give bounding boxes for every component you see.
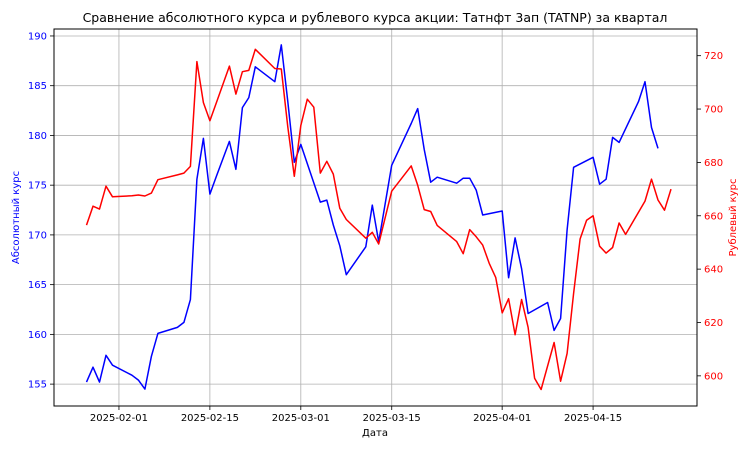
series-layer <box>85 44 672 391</box>
plot-frame <box>53 28 698 407</box>
grid-layer <box>54 29 697 406</box>
y-right-tick-label: 640 <box>704 265 723 276</box>
chart-title: Сравнение абсолютного курса и рублевого … <box>83 10 668 25</box>
y-right-tick-label: 620 <box>704 318 723 329</box>
x-axis-label: Дата <box>362 428 388 439</box>
y-right-tick-label: 680 <box>704 158 723 169</box>
y-right-tick-label: 720 <box>704 51 723 62</box>
ruble-price-line <box>85 48 672 391</box>
y-right-tick-label: 700 <box>704 105 723 116</box>
y-axis-right-label: Рублевый курс <box>728 179 739 257</box>
x-tick-label: 2025-04-15 <box>564 413 622 424</box>
absolute-price-line <box>85 44 659 390</box>
x-tick-label: 2025-04-01 <box>473 413 531 424</box>
y-right-tick-label: 600 <box>704 371 723 382</box>
y-axis-left-label: Абсолютный курс <box>11 171 22 264</box>
y-right-tick-label: 660 <box>704 211 723 222</box>
y-left-tick-label: 180 <box>28 131 47 142</box>
y-left-tick-label: 160 <box>28 330 47 341</box>
y-left-tick-label: 185 <box>28 81 47 92</box>
x-tick-label: 2025-03-15 <box>363 413 421 424</box>
y-left-tick-label: 155 <box>28 380 47 391</box>
x-tick-label: 2025-02-15 <box>181 413 239 424</box>
x-tick-label: 2025-02-01 <box>90 413 148 424</box>
x-tick-label: 2025-03-01 <box>272 413 330 424</box>
y-left-tick-label: 190 <box>28 31 47 42</box>
y-left-tick-label: 175 <box>28 181 47 192</box>
axis-layer: 2025-02-01 2025-02-15 2025-03-01 2025-03-15… <box>28 31 723 424</box>
y-left-tick-label: 165 <box>28 280 47 291</box>
y-left-tick-label: 170 <box>28 230 47 241</box>
